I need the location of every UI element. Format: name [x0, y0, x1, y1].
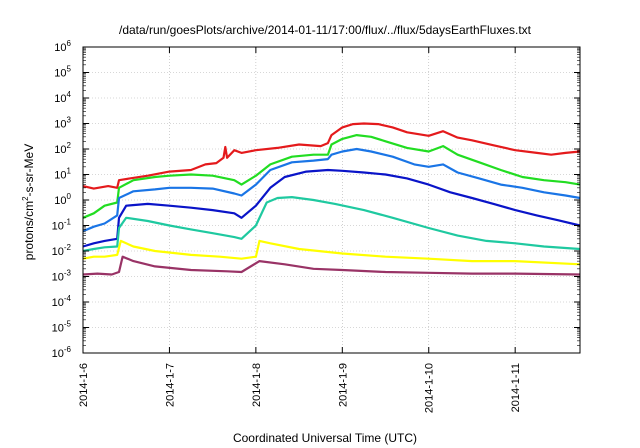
- y-tick-label-exp: 6: [67, 39, 72, 48]
- series-line: [82, 196, 581, 253]
- y-tick-label-base: 10: [54, 144, 66, 156]
- y-tick-label-base: 10: [52, 221, 64, 233]
- y-tick-label: 10-1: [52, 218, 72, 233]
- y-tick-label: 106: [54, 39, 71, 54]
- series-line: [82, 147, 581, 233]
- series-line: [82, 255, 581, 276]
- y-tick-label-exp: 0: [67, 192, 72, 201]
- y-tick-label-base: 10: [52, 297, 64, 309]
- x-tick-label: 2014-1-10: [424, 363, 436, 413]
- y-tick-label-base: 10: [52, 348, 64, 360]
- y-axis-label: protons/cm2-s-sr-MeV: [21, 144, 36, 260]
- y-tick-label-base: 10: [54, 195, 66, 207]
- y-tick-label: 10-6: [52, 345, 72, 360]
- y-tick-label-base: 10: [54, 93, 66, 105]
- x-axis-label: Coordinated Universal Time (UTC): [233, 431, 417, 445]
- y-tick-label-exp: -3: [64, 269, 72, 278]
- y-tick-label: 104: [54, 90, 71, 105]
- y-axis-label-post: -s-sr-MeV: [22, 144, 36, 197]
- y-tick-label: 10-3: [52, 269, 72, 284]
- y-tick-label: 103: [54, 116, 71, 131]
- y-tick-label-base: 10: [54, 119, 66, 131]
- grid: [82, 46, 580, 354]
- y-tick-label: 100: [54, 192, 71, 207]
- series-line: [82, 134, 581, 219]
- y-tick-label-base: 10: [54, 170, 66, 182]
- y-tick-label: 10-4: [52, 294, 72, 309]
- y-tick-label-base: 10: [54, 42, 66, 54]
- series-line: [82, 239, 581, 266]
- series-line: [82, 168, 581, 248]
- y-tick-label: 101: [54, 167, 71, 182]
- y-tick-label-exp: -4: [64, 294, 72, 303]
- y-tick-label: 102: [54, 141, 71, 156]
- x-tick-label: 2014-1-6: [78, 363, 90, 407]
- y-tick-label-base: 10: [52, 323, 64, 335]
- y-tick-label-exp: 5: [67, 65, 72, 74]
- x-tick-label: 2014-1-11: [510, 363, 522, 412]
- x-tick-label: 2014-1-9: [337, 363, 349, 407]
- y-tick-label-exp: -1: [64, 218, 72, 227]
- series-line: [82, 122, 581, 190]
- ticks: 10-610-510-410-310-210-11001011021031041…: [52, 39, 580, 413]
- y-tick-label: 105: [54, 65, 71, 80]
- y-tick-label-exp: -6: [64, 345, 72, 354]
- x-tick-label: 2014-1-7: [164, 363, 176, 407]
- y-tick-label-exp: 1: [67, 167, 72, 176]
- y-axis-label-sup: 2: [21, 196, 30, 201]
- chart-title: /data/run/goesPlots/archive/2014-01-11/1…: [119, 23, 532, 37]
- plot-frame: [82, 46, 581, 354]
- y-tick-label-base: 10: [52, 246, 64, 258]
- y-tick-label: 10-5: [52, 320, 72, 335]
- y-axis-label-pre: protons/cm: [22, 201, 36, 260]
- y-tick-label: 10-2: [52, 243, 72, 258]
- y-tick-label-exp: 4: [67, 90, 72, 99]
- y-tick-label-exp: 2: [67, 141, 72, 150]
- y-tick-label-base: 10: [54, 68, 66, 80]
- y-tick-label-exp: -5: [64, 320, 72, 329]
- y-tick-label-exp: 3: [67, 116, 72, 125]
- series-group: [82, 122, 581, 276]
- x-tick-label: 2014-1-8: [251, 363, 263, 407]
- y-tick-label-base: 10: [52, 272, 64, 284]
- y-tick-label-exp: -2: [64, 243, 72, 252]
